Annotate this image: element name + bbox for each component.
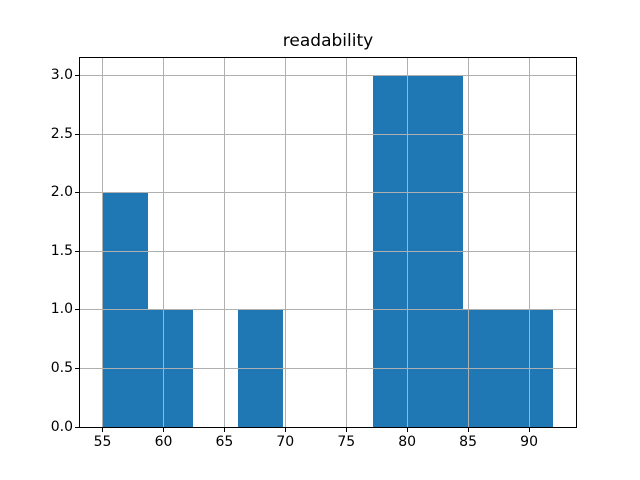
plot-area — [79, 57, 577, 428]
gridline-x — [223, 58, 225, 427]
y-tick-label: 1.0 — [50, 301, 73, 318]
x-tick-label: 60 — [154, 434, 173, 450]
x-tick-label: 75 — [337, 434, 356, 450]
gridline-y — [80, 367, 576, 369]
gridline-x — [102, 58, 103, 427]
y-tick-label: 2.5 — [50, 125, 73, 142]
y-tick-mark — [75, 133, 79, 135]
x-tick-mark — [284, 428, 286, 432]
x-tick-label: 90 — [520, 434, 538, 450]
y-tick-mark — [75, 75, 79, 77]
x-tick-label: 65 — [215, 434, 234, 450]
y-tick-mark — [75, 250, 79, 252]
gridline-y — [80, 192, 576, 194]
y-tick-mark — [75, 309, 79, 311]
x-tick-mark — [163, 428, 164, 432]
y-tick-label: 2.0 — [50, 184, 73, 201]
gridline-y — [80, 309, 576, 311]
x-tick-mark — [345, 428, 347, 432]
gridline-y — [80, 426, 576, 428]
x-tick-label: 55 — [93, 434, 112, 450]
x-tick-mark — [223, 428, 225, 432]
gridline-y — [80, 75, 576, 77]
gridline-x — [528, 58, 530, 427]
gridline-y — [80, 133, 576, 135]
y-tick-label: 3.0 — [50, 67, 73, 84]
gridline-x — [345, 58, 347, 427]
y-tick-label: 0.5 — [50, 359, 73, 376]
y-tick-label: 1.5 — [50, 242, 73, 259]
x-tick-label: 80 — [398, 434, 417, 450]
gridline-x — [406, 58, 408, 427]
y-tick-mark — [75, 192, 79, 194]
x-tick-label: 85 — [459, 434, 477, 450]
chart-title: readability — [282, 31, 374, 51]
gridline-x — [163, 58, 164, 427]
x-tick-mark — [406, 428, 408, 432]
gridline-y — [80, 250, 576, 252]
gridline-x — [467, 58, 469, 427]
x-tick-mark — [528, 428, 530, 432]
y-tick-label: 0.0 — [50, 418, 73, 435]
x-tick-mark — [467, 428, 469, 432]
x-tick-mark — [102, 428, 103, 432]
y-tick-mark — [75, 367, 79, 369]
x-tick-label: 70 — [276, 434, 295, 450]
gridline-x — [284, 58, 286, 427]
y-tick-mark — [75, 426, 79, 428]
